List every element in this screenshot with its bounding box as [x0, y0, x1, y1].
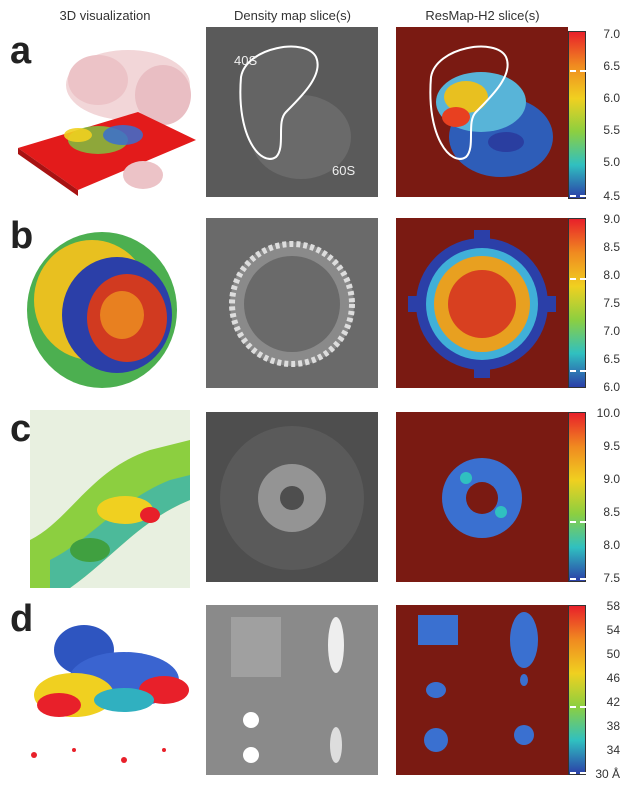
- colorbar-b-tick: 8.0: [603, 268, 620, 282]
- colorbar-d-tick: 38: [606, 719, 620, 733]
- colorbar-d-tick: 58: [606, 599, 620, 613]
- colorbar-c-tick: 10.0: [596, 406, 620, 420]
- colorbar-b-tick: 7.5: [603, 296, 620, 310]
- colorbar-d: [568, 605, 586, 775]
- resmap-slice-d: [396, 605, 568, 775]
- density-slice-c: [206, 412, 378, 582]
- protein-complex-3d-render: [31, 625, 189, 763]
- colorbar-c-tick: 8.0: [603, 538, 620, 552]
- colorbar-d-tick: 34: [606, 743, 620, 757]
- header-resmap: ResMap-H2 slice(s): [425, 8, 540, 23]
- colorbar-d-tick: 50: [606, 647, 620, 661]
- density-slice-d: [206, 605, 378, 775]
- colorbar-a-tick: 6.0: [603, 91, 620, 105]
- colorbar-c-tick: 8.5: [603, 505, 620, 519]
- panel-letter-a: a: [10, 30, 32, 72]
- label-40s: 40S: [234, 53, 258, 68]
- colorbar-b-tick: 7.0: [603, 324, 620, 338]
- colorbar-a: [568, 31, 586, 199]
- colorbar-c-tick: 7.5: [603, 571, 620, 585]
- colorbar-a-tick: 5.5: [603, 123, 620, 137]
- colorbar-a-tick: 6.5: [603, 59, 620, 73]
- colorbar-c-marker-bottom: [570, 578, 586, 580]
- colorbar-c: [568, 412, 586, 582]
- colorbar-a-tick: 7.0: [603, 27, 620, 41]
- colorbar-d-tick: 30 Å: [595, 767, 620, 781]
- panel-letter-d: d: [10, 598, 34, 640]
- virus-capsid-3d-render: [27, 232, 177, 388]
- colorbar-b-tick: 6.5: [603, 352, 620, 366]
- panel-letter-b: b: [10, 215, 34, 257]
- colorbar-c-marker-top: [570, 521, 586, 523]
- colorbar-d-marker-top: [570, 706, 586, 708]
- label-60s: 60S: [332, 163, 356, 178]
- protein-surface-3d-render: [30, 410, 190, 588]
- colorbar-b-tick: 6.0: [603, 380, 620, 394]
- header-3d-visualization: 3D visualization: [59, 8, 151, 23]
- colorbar-a-tick: 4.5: [603, 189, 620, 203]
- colorbar-a-marker-top: [570, 70, 586, 72]
- colorbar-d-tick: 42: [606, 695, 620, 709]
- resmap-slice-c: [396, 412, 568, 582]
- resmap-slice-b: [396, 218, 568, 388]
- colorbar-d-tick: 54: [606, 623, 620, 637]
- colorbar-c-tick: 9.5: [603, 439, 620, 453]
- colorbar-b-tick: 9.0: [603, 212, 620, 226]
- panel-letter-c: c: [10, 408, 32, 450]
- colorbar-b-tick: 8.5: [603, 240, 620, 254]
- colorbar-b-marker-top: [570, 278, 586, 280]
- colorbar-a-marker-bottom: [570, 195, 586, 197]
- colorbar-d-tick: 46: [606, 671, 620, 685]
- colorbar-b-marker-bottom: [570, 370, 586, 372]
- colorbar-b: [568, 218, 586, 388]
- ribosome-3d-render: [18, 50, 196, 196]
- density-slice-a: 40S 60S: [206, 27, 378, 197]
- colorbar-a-tick: 5.0: [603, 155, 620, 169]
- colorbar-d-marker-bottom: [570, 772, 586, 774]
- header-density-map: Density map slice(s): [233, 8, 352, 23]
- colorbar-c-tick: 9.0: [603, 472, 620, 486]
- density-slice-b: [206, 218, 378, 388]
- resmap-slice-a: [396, 27, 568, 197]
